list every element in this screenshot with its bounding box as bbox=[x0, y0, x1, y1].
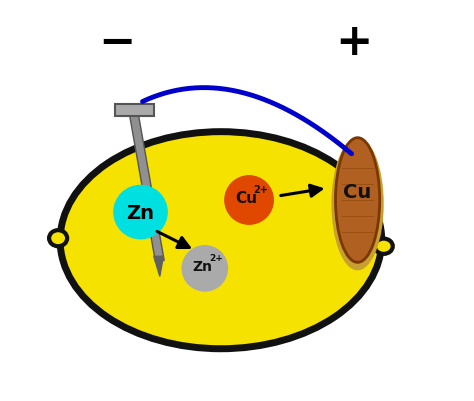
Text: +: + bbox=[335, 21, 372, 63]
Polygon shape bbox=[115, 104, 154, 116]
Text: 2+: 2+ bbox=[209, 254, 223, 263]
Circle shape bbox=[224, 176, 274, 225]
Text: Zn: Zn bbox=[127, 203, 155, 222]
Ellipse shape bbox=[60, 132, 382, 349]
Text: −: − bbox=[98, 21, 135, 63]
Ellipse shape bbox=[336, 138, 380, 263]
Circle shape bbox=[182, 245, 228, 292]
Text: 2+: 2+ bbox=[254, 184, 269, 194]
Circle shape bbox=[113, 185, 168, 240]
Polygon shape bbox=[129, 111, 164, 262]
Text: Cu: Cu bbox=[344, 183, 372, 202]
Ellipse shape bbox=[49, 231, 67, 247]
Polygon shape bbox=[154, 257, 164, 277]
Ellipse shape bbox=[331, 138, 384, 271]
Text: Zn: Zn bbox=[192, 260, 212, 273]
Text: Cu: Cu bbox=[235, 191, 257, 206]
Ellipse shape bbox=[374, 239, 393, 254]
